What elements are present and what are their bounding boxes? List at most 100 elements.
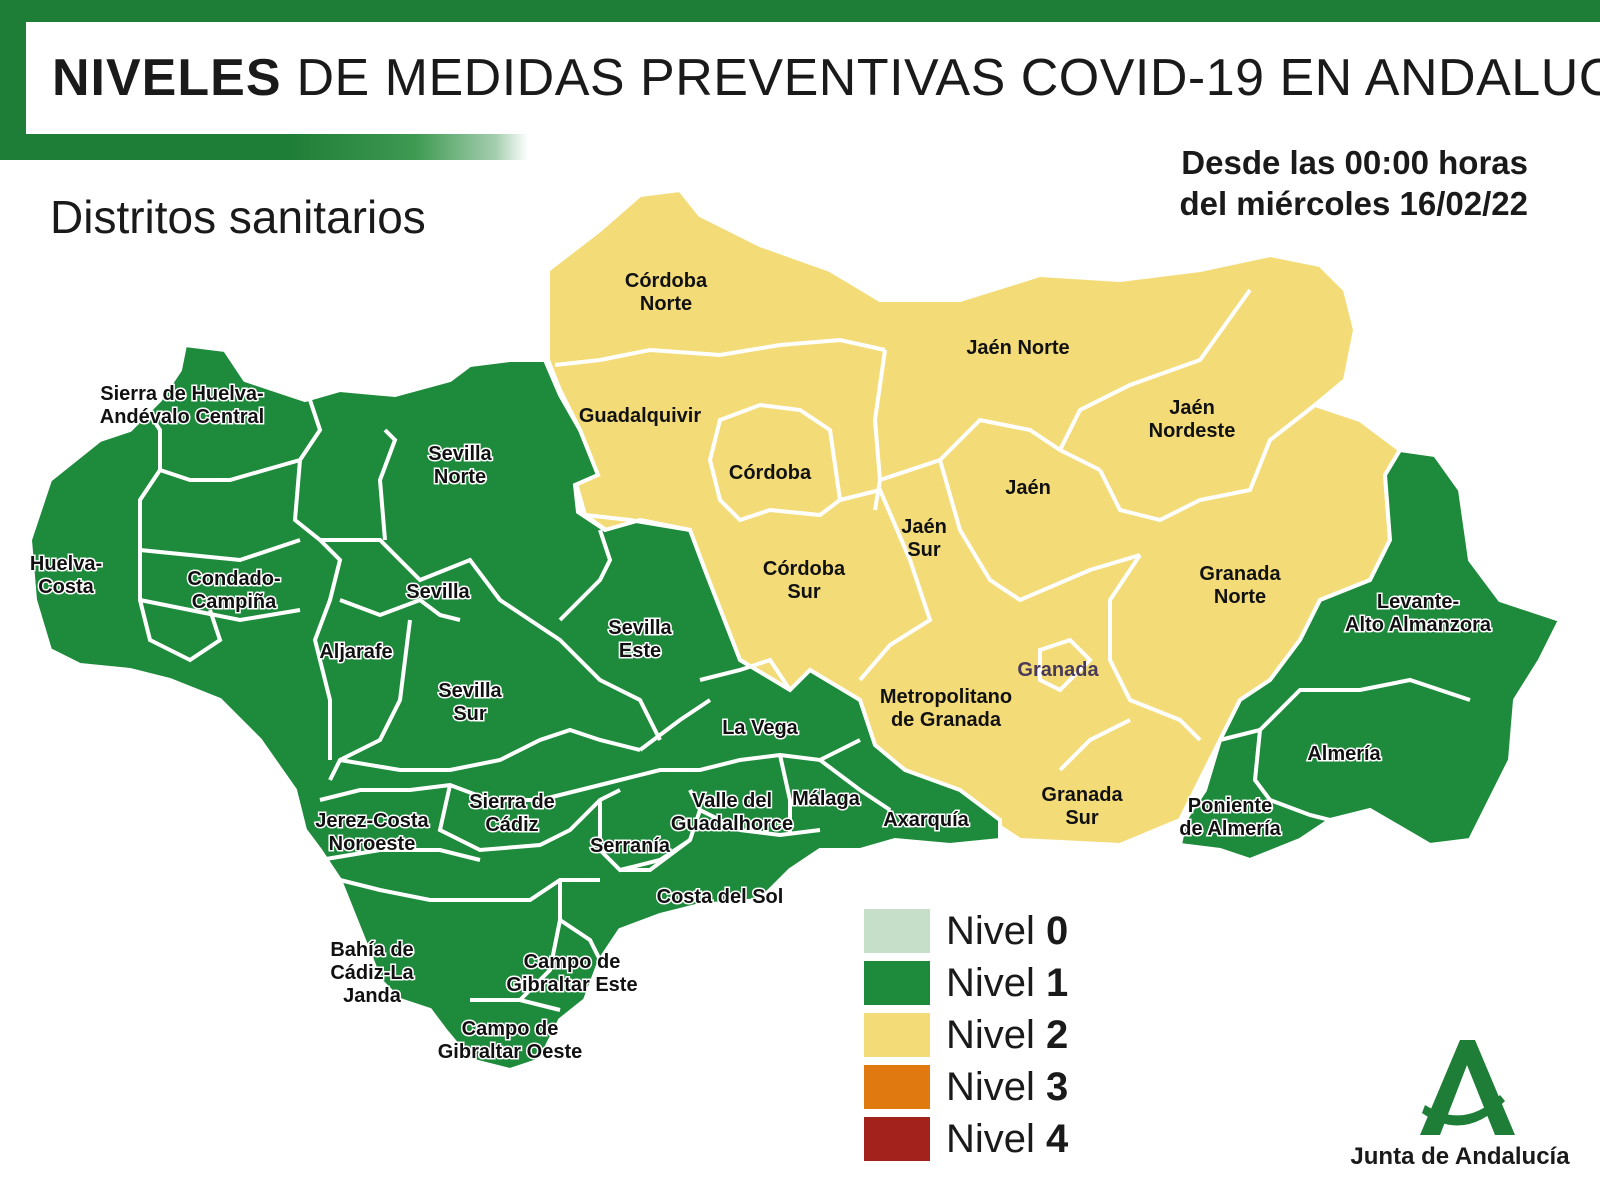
legend-label: Nivel 2 bbox=[946, 1012, 1069, 1057]
district-label-line: Sierra de Huelva- bbox=[100, 383, 263, 405]
district-label: Almería bbox=[1307, 743, 1381, 765]
district-label: Sevilla Norte bbox=[428, 443, 492, 488]
district-label-line: Granada bbox=[1199, 563, 1281, 585]
junta-logo: Junta de Andalucía bbox=[1350, 1035, 1570, 1185]
district-label-line: Costa del Sol bbox=[657, 886, 784, 908]
header-left-strip bbox=[0, 0, 24, 160]
junta-logo-mark bbox=[1420, 1040, 1515, 1135]
district-label: Granada Norte bbox=[1199, 563, 1281, 608]
district-label-line: Sur bbox=[787, 581, 821, 603]
district-label-line: Gibraltar Oeste bbox=[438, 1041, 583, 1063]
district-label: Serranía bbox=[590, 835, 671, 857]
district-label: Sevilla Este bbox=[608, 617, 672, 662]
district-label-line: Sevilla bbox=[608, 617, 672, 639]
district-label-line: Nordeste bbox=[1149, 420, 1236, 442]
district-label: Sierra de Huelva-Andévalo Central bbox=[100, 383, 264, 428]
district-label-line: Janda bbox=[343, 985, 402, 1007]
title-bold: NIVELES bbox=[52, 49, 282, 107]
district-label-line: Córdoba bbox=[729, 462, 812, 484]
district-label: Poniente de Almería bbox=[1179, 795, 1281, 840]
district-label-line: Sur bbox=[453, 703, 487, 725]
district-label: Levante-Alto Almanzora bbox=[1345, 591, 1492, 636]
green-west-region bbox=[27, 342, 1002, 1073]
district-label-line: Jaén bbox=[1005, 477, 1051, 499]
district-label: Jaén Norte bbox=[966, 337, 1069, 359]
district-label-line: Condado- bbox=[187, 568, 280, 590]
district-label: Aljarafe bbox=[319, 641, 392, 663]
district-label-line: Costa bbox=[38, 576, 94, 598]
district-labels: Sierra de Huelva-Andévalo Central Huelva-… bbox=[28, 270, 1493, 1065]
district-label-line: Huelva- bbox=[30, 553, 102, 575]
district-label-line: Este bbox=[619, 640, 661, 662]
header-top-strip bbox=[0, 0, 1600, 22]
district-label-line: Málaga bbox=[792, 788, 861, 810]
district-label: Córdoba Norte bbox=[625, 270, 708, 315]
title-rest: DE MEDIDAS PREVENTIVAS COVID-19 EN ANDAL… bbox=[296, 49, 1600, 107]
green-east-region bbox=[1177, 447, 1563, 863]
district-label-line: Cádiz bbox=[485, 814, 538, 836]
district-label-line: Alto Almanzora bbox=[1345, 614, 1492, 636]
district-label-line: Sur bbox=[907, 539, 941, 561]
district-borders bbox=[138, 288, 1471, 1012]
legend-label: Nivel 1 bbox=[946, 960, 1069, 1005]
district-label: Huelva-Costa bbox=[30, 553, 102, 598]
district-label-line: La Vega bbox=[722, 717, 798, 739]
district-label-line: Serranía bbox=[590, 835, 671, 857]
district-label-line: Andévalo Central bbox=[100, 406, 264, 428]
district-label-line: Campiña bbox=[192, 591, 277, 613]
district-label-line: Aljarafe bbox=[319, 641, 392, 663]
district-label-line: Axarquía bbox=[883, 809, 969, 831]
legend-swatch bbox=[864, 1013, 930, 1057]
district-label-line: Norte bbox=[640, 293, 692, 315]
district-label: Córdoba bbox=[729, 462, 812, 484]
district-label-line: Valle del bbox=[692, 790, 772, 812]
district-label-line: Granada bbox=[1041, 784, 1123, 806]
date-line-1: Desde las 00:00 horas bbox=[1181, 144, 1528, 181]
district-label-line: Cádiz-La bbox=[330, 962, 414, 984]
district-label-line: Jaén Norte bbox=[966, 337, 1069, 359]
district-label-line: de Granada bbox=[891, 709, 1002, 731]
district-label-line: Sevilla bbox=[406, 581, 470, 603]
district-label: Jerez-Costa Noroeste bbox=[315, 810, 429, 855]
district-label-line: Metropolitano bbox=[880, 686, 1012, 708]
district-label-line: Gibraltar Este bbox=[506, 974, 637, 996]
district-label: Jaén bbox=[1005, 477, 1051, 499]
legend-item: Nivel 3 bbox=[864, 1061, 1068, 1113]
district-label-line: Sur bbox=[1065, 807, 1099, 829]
city-label-granada: Granada bbox=[1017, 659, 1099, 681]
legend-label: Nivel 4 bbox=[946, 1116, 1069, 1161]
district-label: Sevilla bbox=[406, 581, 470, 603]
district-label: Sierra de Cádiz bbox=[469, 791, 555, 836]
district-label: Bahía de Cádiz-La Janda bbox=[330, 939, 414, 1007]
district-label-line: Almería bbox=[1307, 743, 1381, 765]
district-label-line: Sevilla bbox=[428, 443, 492, 465]
legend: Nivel 0 Nivel 1 Nivel 2 Nivel 3 Nivel 4 bbox=[864, 905, 1068, 1165]
legend-swatch bbox=[864, 961, 930, 1005]
legend-label: Nivel 3 bbox=[946, 1064, 1069, 1109]
legend-item: Nivel 2 bbox=[864, 1009, 1068, 1061]
district-label-line: Campo de bbox=[462, 1018, 559, 1040]
legend-swatch bbox=[864, 909, 930, 953]
legend-swatch bbox=[864, 1117, 930, 1161]
district-label: Valle del Guadalhorce bbox=[671, 790, 793, 835]
district-label: Jaén Sur bbox=[901, 516, 947, 561]
page-title: NIVELES DE MEDIDAS PREVENTIVAS COVID-19 … bbox=[52, 48, 1600, 108]
district-label-line: Norte bbox=[1214, 586, 1266, 608]
district-label-line: Bahía de bbox=[330, 939, 413, 961]
region-shapes bbox=[27, 187, 1563, 1073]
district-label-line: Córdoba bbox=[763, 558, 846, 580]
district-label: Costa del Sol bbox=[657, 886, 784, 908]
district-label-line: Campo de bbox=[524, 951, 621, 973]
district-label: Málaga bbox=[792, 788, 861, 810]
district-label-line: Noroeste bbox=[329, 833, 416, 855]
date-block: Desde las 00:00 horas del miércoles 16/0… bbox=[1179, 142, 1528, 224]
district-label: Campo de Gibraltar Este bbox=[506, 951, 637, 996]
district-label: Guadalquivir bbox=[579, 405, 701, 427]
map-subtitle: Distritos sanitarios bbox=[50, 191, 426, 243]
district-label-line: Poniente bbox=[1188, 795, 1272, 817]
district-label-line: Sevilla bbox=[438, 680, 502, 702]
district-label-line: Jaén bbox=[1169, 397, 1215, 419]
legend-label: Nivel 0 bbox=[946, 908, 1069, 953]
district-label: La Vega bbox=[722, 717, 798, 739]
